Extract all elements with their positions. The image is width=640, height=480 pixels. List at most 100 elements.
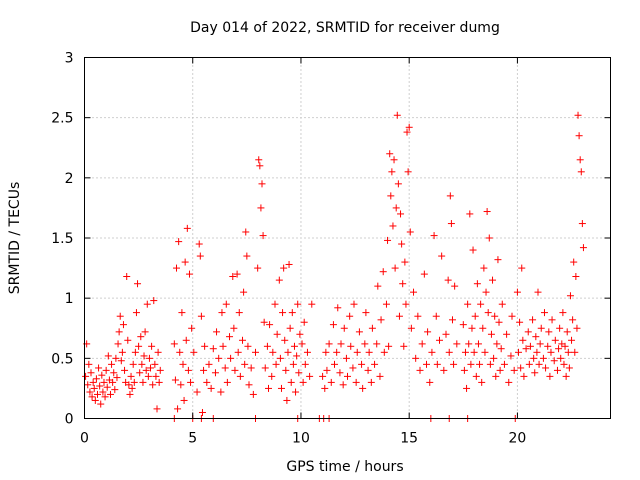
data-point [111,386,119,394]
data-point [182,336,190,344]
data-point [466,210,474,218]
data-point [108,360,116,368]
data-point [190,348,198,356]
data-point [573,324,581,332]
data-point [129,360,137,368]
data-point [468,324,476,332]
data-point [266,321,274,329]
data-point [117,357,125,365]
data-point [153,405,161,413]
data-point [235,309,243,317]
data-point [407,324,415,332]
data-point [296,330,304,338]
data-point [213,328,221,336]
data-point [519,336,527,344]
data-point [197,312,205,320]
data-point [185,270,193,278]
data-point [100,378,108,386]
data-point [176,348,184,356]
data-point [374,282,382,290]
data-point [403,128,411,136]
data-point [334,304,342,312]
data-point [505,378,513,386]
data-point [473,280,481,288]
data-point [453,340,461,348]
data-point [377,316,385,324]
data-point [90,384,98,392]
data-point [306,372,314,380]
data-point [526,342,534,350]
y-tick-label: 1 [65,291,74,307]
data-point [275,276,283,284]
data-point [493,340,501,348]
data-point [136,369,144,377]
y-tick-label: 2.5 [51,111,73,127]
data-point [405,123,413,131]
data-point [240,288,248,296]
data-point [565,364,573,372]
data-point [469,246,477,254]
data-point [223,378,231,386]
data-point [198,408,206,416]
data-point [388,168,396,176]
data-point [465,340,473,348]
data-point [440,366,448,374]
data-point [132,309,140,317]
data-point [128,384,136,392]
data-point [287,378,295,386]
data-point [229,273,237,281]
data-point [487,330,495,338]
x-tick-label: 5 [188,431,197,447]
data-point [260,318,268,326]
data-point [477,300,485,308]
data-point [406,228,414,236]
data-point [148,342,156,350]
data-point [155,378,163,386]
data-point [331,360,339,368]
data-point [283,396,291,404]
data-point [91,396,99,404]
data-point [530,354,538,362]
data-point [308,300,316,308]
data-point [579,244,587,252]
data-point [286,324,294,332]
data-point [495,318,503,326]
axes: 0 0.5 1 1.5 2 2.5 3 0 5 10 15 20 [51,51,611,447]
data-point [350,300,358,308]
data-point [395,312,403,320]
data-point [319,372,327,380]
data-point [433,360,441,368]
data-point [147,364,155,372]
data-point [104,352,112,360]
data-point [386,150,394,158]
data-point [517,364,525,372]
data-point [82,372,90,380]
data-point [187,378,195,386]
data-point [135,342,143,350]
data-point [368,324,376,332]
data-point [542,364,550,372]
data-point [215,354,223,362]
data-point [535,360,543,368]
data-point [365,348,373,356]
data-point [463,384,471,392]
data-point [124,336,132,344]
data-point [414,312,422,320]
data-point [371,360,379,368]
data-point [92,375,100,383]
data-point [233,270,241,278]
data-point [121,366,129,374]
data-point [355,328,363,336]
data-point [271,300,279,308]
x-tick-label: 0 [80,431,89,447]
data-point [342,354,350,362]
data-point [482,288,490,296]
data-point [95,364,103,372]
data-point [561,342,569,350]
data-point [446,192,454,200]
data-point [410,288,418,296]
data-point [349,364,357,372]
data-point [269,348,277,356]
data-point [344,372,351,380]
data-point [103,383,111,391]
